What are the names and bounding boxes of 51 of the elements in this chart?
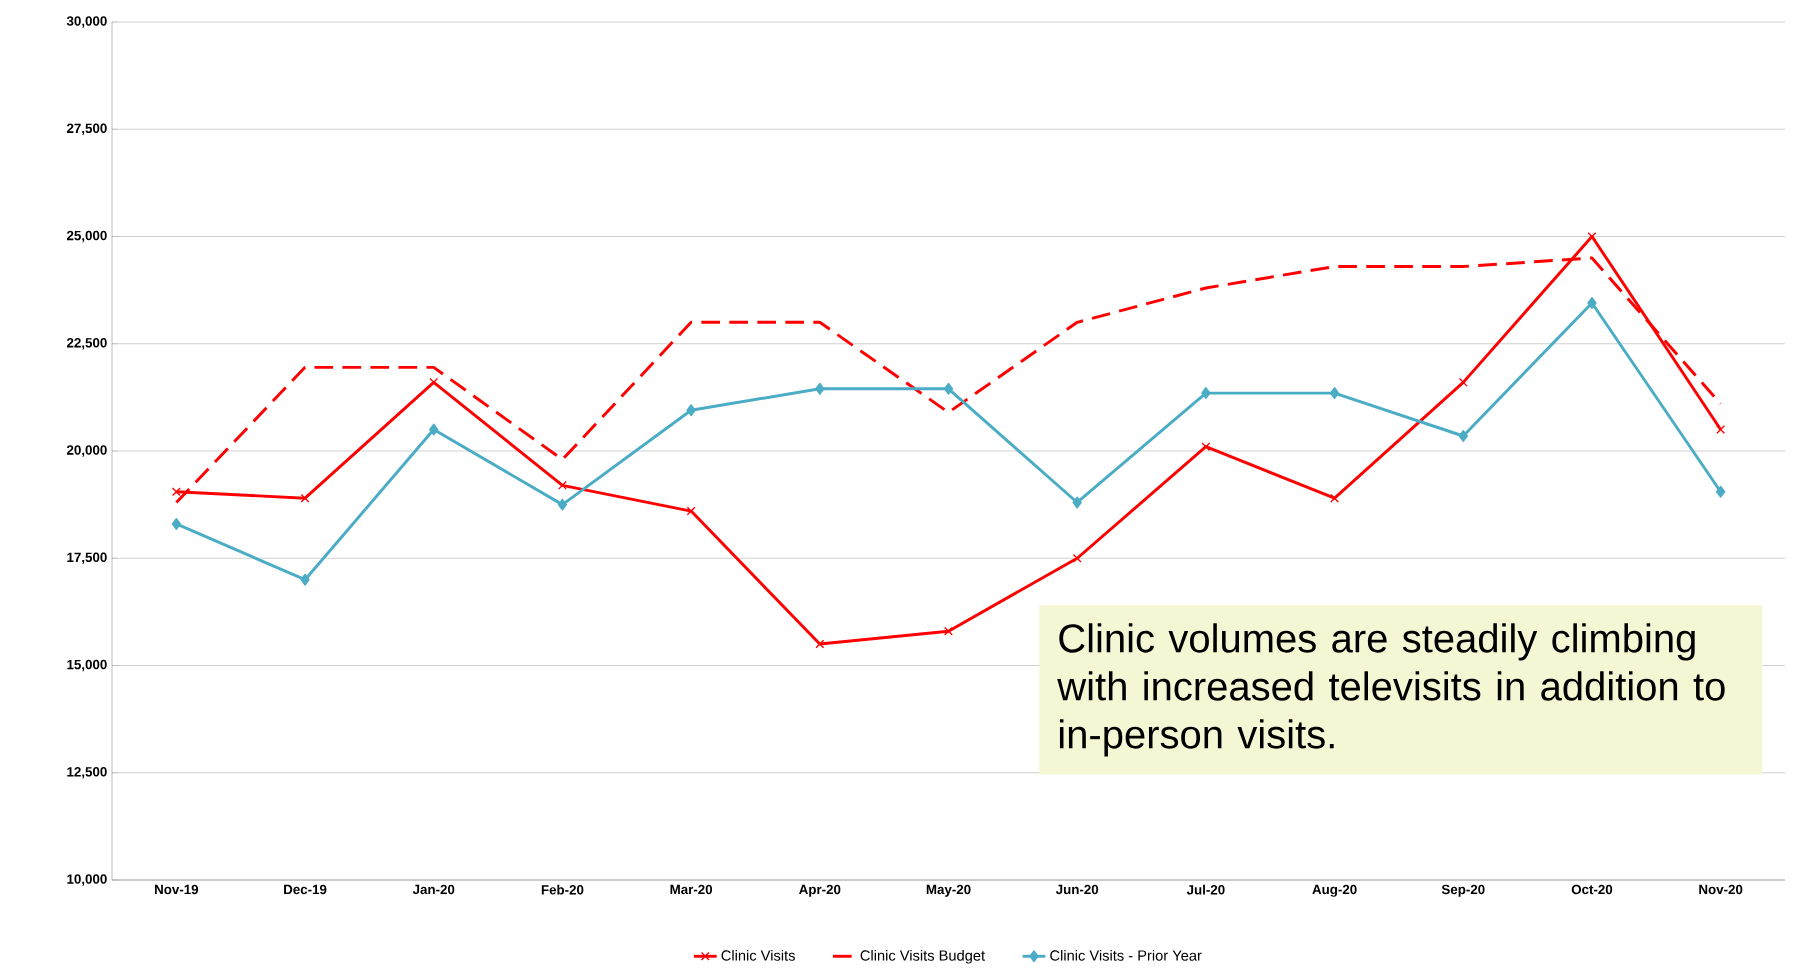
legend-label: Clinic Visits Budget bbox=[860, 950, 985, 964]
x-tick-label: Jul-20 bbox=[1186, 884, 1225, 895]
point bbox=[557, 498, 568, 511]
x-tick-label: Mar-20 bbox=[670, 884, 713, 895]
point bbox=[300, 573, 310, 586]
point bbox=[1201, 387, 1211, 400]
x-tick-label: May-20 bbox=[926, 884, 971, 897]
x-tick-label: Dec-19 bbox=[284, 884, 327, 895]
x-tick-label: Jan-20 bbox=[412, 884, 455, 895]
y-tick-label: 22,500 bbox=[66, 338, 107, 350]
x-tick-label: Sep-20 bbox=[1441, 884, 1485, 897]
y-tick-label: 17,500 bbox=[67, 552, 107, 564]
point bbox=[815, 382, 825, 395]
point bbox=[1329, 387, 1340, 400]
legend-label: Clinic Visits bbox=[721, 950, 795, 961]
point bbox=[1715, 485, 1726, 498]
point bbox=[557, 480, 567, 490]
y-tick-label: 30,000 bbox=[66, 16, 107, 28]
x-tick-label: Apr-20 bbox=[799, 884, 841, 897]
point bbox=[429, 423, 439, 436]
point bbox=[1716, 425, 1726, 435]
point bbox=[943, 382, 954, 395]
point bbox=[171, 487, 181, 497]
legend-label: Clinic Visits - Prior Year bbox=[1050, 950, 1202, 961]
point bbox=[815, 639, 825, 649]
point bbox=[1330, 493, 1340, 503]
x-tick-label: Jun-20 bbox=[1055, 884, 1099, 895]
x-tick-label: Feb-20 bbox=[541, 884, 584, 895]
y-tick-label: 27,500 bbox=[66, 123, 107, 135]
point bbox=[429, 377, 439, 387]
point bbox=[1458, 430, 1468, 443]
point bbox=[944, 626, 953, 636]
point bbox=[686, 404, 696, 417]
x-tick-label: Nov-19 bbox=[155, 884, 199, 895]
x-tick-label: Oct-20 bbox=[1571, 884, 1613, 895]
y-tick-label: 12,500 bbox=[67, 767, 107, 779]
point bbox=[1072, 496, 1082, 509]
y-tick-label: 20,000 bbox=[66, 445, 107, 457]
point bbox=[686, 506, 696, 516]
y-tick-label: 15,000 bbox=[67, 659, 107, 672]
annotation: Clinic volumes are steadily climbing with increased televisits in addition to in-person visits. bbox=[1057, 623, 1725, 757]
point bbox=[1072, 553, 1082, 563]
point bbox=[300, 493, 310, 503]
point bbox=[1587, 297, 1597, 310]
x-tick-label: Nov-20 bbox=[1699, 884, 1743, 895]
x-tick-label: Aug-20 bbox=[1312, 884, 1357, 897]
point bbox=[171, 517, 182, 530]
y-tick-label: 10,000 bbox=[67, 874, 107, 886]
point bbox=[1201, 442, 1211, 452]
y-tick-label: 25,000 bbox=[66, 230, 107, 243]
point bbox=[1587, 232, 1597, 241]
